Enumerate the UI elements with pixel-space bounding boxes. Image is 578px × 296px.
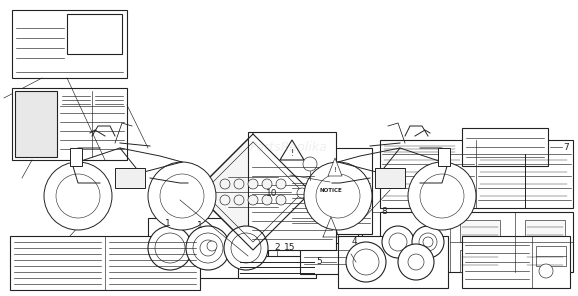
Circle shape <box>148 162 216 230</box>
Text: 4: 4 <box>352 237 358 247</box>
Circle shape <box>408 254 424 270</box>
Bar <box>375 168 405 188</box>
Bar <box>12 88 127 160</box>
Bar <box>380 212 573 272</box>
Polygon shape <box>280 140 304 160</box>
Circle shape <box>234 179 244 189</box>
Bar <box>248 132 336 250</box>
Polygon shape <box>328 158 342 176</box>
Circle shape <box>220 195 230 205</box>
Text: !: ! <box>334 167 336 173</box>
Circle shape <box>382 226 414 258</box>
Circle shape <box>148 226 192 270</box>
Circle shape <box>316 174 360 218</box>
Text: 7: 7 <box>563 142 569 152</box>
Bar <box>460 250 500 272</box>
Bar <box>525 220 565 242</box>
Bar <box>243 245 249 253</box>
Text: 8: 8 <box>381 207 387 216</box>
Circle shape <box>231 233 261 263</box>
Circle shape <box>56 174 100 218</box>
Circle shape <box>304 162 372 230</box>
Circle shape <box>423 237 433 247</box>
Circle shape <box>44 162 112 230</box>
Bar <box>148 218 268 278</box>
Circle shape <box>155 233 185 263</box>
Polygon shape <box>195 134 311 250</box>
Bar <box>462 236 570 288</box>
Circle shape <box>398 244 434 280</box>
Text: 2: 2 <box>274 244 280 252</box>
Bar <box>70 148 82 166</box>
Circle shape <box>262 179 272 189</box>
Bar <box>240 240 252 256</box>
Bar <box>525 250 565 272</box>
Bar <box>162 242 178 254</box>
Bar <box>67 14 122 54</box>
Text: 5: 5 <box>316 258 322 266</box>
Circle shape <box>346 242 386 282</box>
Bar <box>300 182 362 274</box>
Bar <box>460 220 500 242</box>
Circle shape <box>220 179 230 189</box>
Circle shape <box>353 249 379 275</box>
Bar <box>298 203 308 211</box>
Circle shape <box>389 233 407 251</box>
Circle shape <box>200 240 216 256</box>
Bar <box>391 237 405 247</box>
Bar <box>406 254 426 270</box>
Bar <box>10 236 200 290</box>
Bar <box>380 140 573 208</box>
Circle shape <box>408 162 476 230</box>
Bar <box>238 256 316 278</box>
Circle shape <box>248 179 258 189</box>
Text: PartsReplika: PartsReplika <box>250 141 328 155</box>
Bar <box>290 148 372 234</box>
Circle shape <box>248 195 258 205</box>
Circle shape <box>234 195 244 205</box>
Bar <box>12 10 127 78</box>
Bar <box>338 236 448 288</box>
Text: 10: 10 <box>266 189 277 197</box>
Bar <box>302 184 360 196</box>
Text: 1: 1 <box>165 220 171 229</box>
Bar <box>15 91 57 157</box>
Circle shape <box>420 174 464 218</box>
Text: !: ! <box>290 149 294 158</box>
Text: 15: 15 <box>284 244 295 252</box>
Bar <box>438 148 450 166</box>
Circle shape <box>224 226 268 270</box>
Circle shape <box>539 264 553 278</box>
Circle shape <box>193 233 223 263</box>
Circle shape <box>412 226 444 258</box>
Circle shape <box>160 174 204 218</box>
Circle shape <box>186 226 230 270</box>
Text: 1: 1 <box>197 221 203 229</box>
Text: NOTICE: NOTICE <box>320 187 342 192</box>
Circle shape <box>276 195 286 205</box>
Circle shape <box>207 241 217 251</box>
Bar <box>536 246 566 266</box>
Circle shape <box>276 179 286 189</box>
Bar <box>304 198 358 243</box>
Circle shape <box>297 188 307 198</box>
Circle shape <box>262 195 272 205</box>
Circle shape <box>419 233 437 251</box>
Bar <box>115 168 145 188</box>
Bar <box>462 128 548 166</box>
Circle shape <box>303 157 317 171</box>
